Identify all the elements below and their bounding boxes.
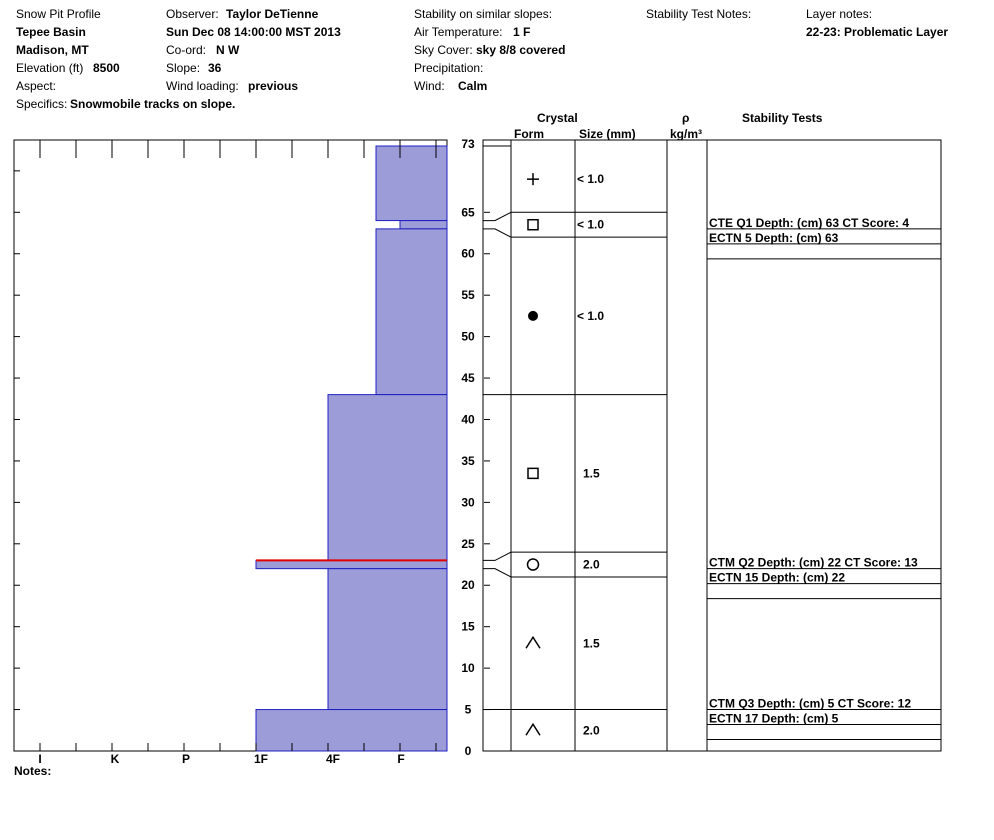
crystal-size-label: 2.0 <box>583 558 600 572</box>
profile-label: Snow Pit Profile <box>16 7 101 21</box>
stability-notes-label: Stability Test Notes: <box>646 7 752 21</box>
hardness-layer <box>399 220 448 230</box>
crystal-size-label: 2.0 <box>583 723 600 737</box>
datetime: Sun Dec 08 14:00:00 MST 2013 <box>166 25 341 39</box>
stability-test-text: CTE Q1 Depth: (cm) 63 CT Score: 4 <box>709 216 909 230</box>
depth-tick-label: 25 <box>461 537 475 551</box>
crystal-form-icon <box>525 722 541 736</box>
notes-label: Notes: <box>14 764 52 778</box>
rho-header: ρ <box>682 111 690 125</box>
stability-test-text: ECTN 15 Depth: (cm) 22 <box>709 571 845 585</box>
square-icon <box>527 467 539 480</box>
precip-label: Precipitation: <box>414 61 484 75</box>
wind-loading-label: Wind loading: <box>166 79 239 93</box>
depth-tick-label: 35 <box>461 454 475 468</box>
density-unit-header: kg/m³ <box>670 127 703 141</box>
elevation-value: 8500 <box>93 61 120 75</box>
caret-icon <box>525 635 541 649</box>
depth-tick-label: 20 <box>461 578 475 592</box>
square-icon <box>527 218 539 231</box>
hardness-layer <box>327 394 448 561</box>
hardness-label-K: K <box>111 752 120 766</box>
aspect-label: Aspect: <box>16 79 57 93</box>
size-header: Size (mm) <box>579 127 636 141</box>
hardness-label-F: F <box>397 752 404 766</box>
depth-tick-label: 30 <box>461 495 475 509</box>
depth-tick-label: 40 <box>461 412 475 426</box>
stability-test-text: ECTN 17 Depth: (cm) 5 <box>709 712 839 726</box>
hardness-label-1F: 1F <box>254 752 268 766</box>
crystal-size-label: < 1.0 <box>577 172 604 186</box>
hardness-layer <box>375 145 448 222</box>
depth-axis: 0 5 10 15 20 25 30 35 40 45 50 55 60 65 73 <box>461 137 490 758</box>
depth-tick-label: 45 <box>461 371 475 385</box>
depth-tick-label: 55 <box>461 288 475 302</box>
wind-loading-value: previous <box>248 79 299 93</box>
caret-icon <box>525 722 541 736</box>
layer-connector <box>483 211 512 222</box>
depth-tick-label: 73 <box>461 137 475 151</box>
slope-label: Slope: <box>166 61 201 75</box>
crystal-form-icon <box>527 173 539 186</box>
depth-tick-label: 15 <box>461 620 475 634</box>
sky-cover-value: sky 8/8 covered <box>476 43 566 57</box>
crystal-size-label: 1.5 <box>583 636 600 650</box>
stability-similar-label: Stability on similar slopes: <box>414 7 553 21</box>
specifics-label: Specifics: <box>16 97 68 111</box>
depth-tick-label: 0 <box>465 744 472 758</box>
air-temp-value: 1 F <box>513 25 531 39</box>
open-circle-icon <box>526 558 540 571</box>
stability-test-text: CTM Q2 Depth: (cm) 22 CT Score: 13 <box>709 556 918 570</box>
crystal-frame <box>482 139 942 752</box>
hardness-label-P: P <box>182 752 190 766</box>
hardness-layer <box>255 559 448 570</box>
crystal-size-label: < 1.0 <box>577 218 604 232</box>
hardness-layer <box>375 228 448 396</box>
depth-tick-label: 50 <box>461 330 475 344</box>
depth-tick-label: 10 <box>461 661 475 675</box>
sky-cover-label: Sky Cover: <box>414 43 473 57</box>
location: Tepee Basin <box>16 25 86 39</box>
layer-connector <box>483 568 512 578</box>
hardness-layer <box>327 568 448 711</box>
wind-label: Wind: <box>414 79 445 93</box>
stability-test-text: ECTN 5 Depth: (cm) 63 <box>709 231 839 245</box>
crystal-header: Crystal <box>537 111 578 125</box>
depth-tick-label: 5 <box>465 703 472 717</box>
wind-value: Calm <box>458 79 488 93</box>
crystal-form-icon <box>527 218 539 231</box>
stability-test-text: CTM Q3 Depth: (cm) 5 CT Score: 12 <box>709 697 911 711</box>
specifics-value: Snowmobile tracks on slope. <box>70 97 236 111</box>
observer-label: Observer: <box>166 7 219 21</box>
region: Madison, MT <box>16 43 89 57</box>
coord-label: Co-ord: <box>166 43 207 57</box>
hardness-layer <box>255 709 448 752</box>
air-temp-label: Air Temperature: <box>414 25 503 39</box>
form-header: Form <box>514 127 544 141</box>
stability-tests-header: Stability Tests <box>742 111 823 125</box>
crystal-form-icon <box>527 467 539 480</box>
depth-tick-label: 65 <box>461 205 475 219</box>
layer-notes-label: Layer notes: <box>806 7 873 21</box>
observer-value: Taylor DeTienne <box>226 7 319 21</box>
crystal-form-icon <box>525 635 541 649</box>
crystal-panel: < 1.0 < 1.0 < 1.0 1.5 2.0 1.5 2.0 <box>482 139 942 752</box>
layer-notes-value: 22-23: Problematic Layer <box>806 25 949 39</box>
depth-tick-label: 60 <box>461 247 475 261</box>
crystal-size-label: 1.5 <box>583 466 600 480</box>
filled-circle-icon <box>528 310 538 321</box>
hardness-label-4F: 4F <box>326 752 340 766</box>
hardness-label-I: I <box>38 752 41 766</box>
slope-value: 36 <box>208 61 222 75</box>
hardness-panel: I K P 1F 4F F <box>13 139 448 766</box>
coord-value: N W <box>216 43 240 57</box>
crystal-form-icon <box>528 310 538 321</box>
crystal-form-icon <box>526 558 540 571</box>
layer-connector <box>483 228 512 238</box>
layer-connector <box>483 551 512 561</box>
elevation-label: Elevation (ft) <box>16 61 84 75</box>
crystal-size-label: < 1.0 <box>577 309 604 323</box>
